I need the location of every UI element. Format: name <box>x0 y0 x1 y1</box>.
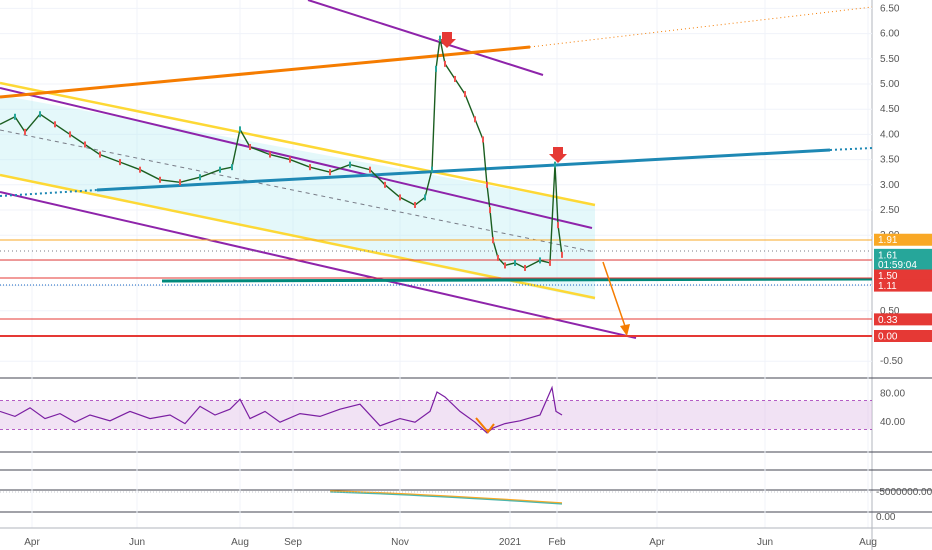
time-tick-label: Jun <box>757 537 773 548</box>
price-tick-label: 5.00 <box>880 79 900 90</box>
chart-drawings <box>0 0 873 339</box>
price-tag-box <box>874 233 932 246</box>
teal-support-line <box>161 277 873 283</box>
price-tag-label: 1.61 <box>878 250 898 261</box>
time-tick-label: Sep <box>284 537 302 548</box>
channel-upper-line <box>0 81 596 207</box>
price-tag-box <box>874 248 932 261</box>
chart-series <box>0 35 872 505</box>
projection-arrow-head <box>620 324 630 336</box>
price-tag-label: 1.11 <box>878 281 897 292</box>
red-down-arrow-icon <box>438 32 456 48</box>
price-tick-label: 3.50 <box>880 155 900 166</box>
time-tick-label: Nov <box>391 537 409 548</box>
price-tick-label: 2.50 <box>880 205 900 216</box>
purple-trendline-upper <box>0 87 593 229</box>
time-tick-label: Aug <box>231 537 249 548</box>
rsi-tick-label: 80.00 <box>880 388 905 399</box>
price-tag-label: 1.91 <box>878 235 898 246</box>
blue-trendline-right-extension <box>829 147 873 151</box>
projection-arrow-line <box>602 261 628 333</box>
orange-trendline <box>0 45 531 99</box>
price-tag-label: 0.33 <box>878 315 898 326</box>
price-tick-label: -0.50 <box>880 356 903 367</box>
time-tick-label: Apr <box>24 537 40 548</box>
oscillator-tick-label: -5000000.00 <box>876 487 932 498</box>
time-tick-label: Aug <box>859 537 877 548</box>
price-tag-box <box>874 279 932 292</box>
price-tag-box <box>874 313 932 326</box>
purple-trendline-lower <box>0 191 637 339</box>
price-tick-label: 6.50 <box>880 3 900 14</box>
price-tick-label: 0.50 <box>880 306 900 317</box>
price-tag-label: 1.50 <box>878 271 898 282</box>
regression-channel-fill <box>0 95 595 300</box>
rsi-orange-annotation <box>475 417 495 434</box>
time-tick-label: Feb <box>548 537 566 548</box>
oscillator-line-2 <box>329 491 563 505</box>
red-down-arrow-icon <box>549 147 567 163</box>
price-tag-box <box>874 330 932 342</box>
price-tag-box <box>874 258 932 271</box>
chart-axes: 6.506.005.505.004.504.003.503.002.502.00… <box>0 3 932 548</box>
price-tick-label: 6.00 <box>880 29 900 40</box>
time-tick-label: Apr <box>649 537 665 548</box>
price-tag-label: 0.00 <box>878 332 898 343</box>
price-tag-label: 01:59:04 <box>878 260 917 271</box>
purple-trendline-top <box>307 0 544 76</box>
time-tick-label: 2021 <box>499 537 522 548</box>
blue-trendline <box>96 148 831 192</box>
orange-trendline-extension <box>529 6 873 48</box>
oscillator-line-1 <box>329 490 563 504</box>
price-tick-label: 5.50 <box>880 54 900 65</box>
price-tick-label: 4.50 <box>880 104 900 115</box>
channel-middle-line <box>0 129 596 253</box>
time-tick-label: Jun <box>129 537 145 548</box>
price-tag-box <box>874 269 932 282</box>
blue-trendline-left-extension <box>0 189 98 197</box>
price-tick-label: 4.00 <box>880 129 900 140</box>
rsi-tick-label: 40.00 <box>880 417 905 428</box>
rsi-band-fill <box>0 400 872 430</box>
oscillator-tick-label: 0.00 <box>876 512 896 523</box>
price-tick-label: 3.00 <box>880 180 900 191</box>
